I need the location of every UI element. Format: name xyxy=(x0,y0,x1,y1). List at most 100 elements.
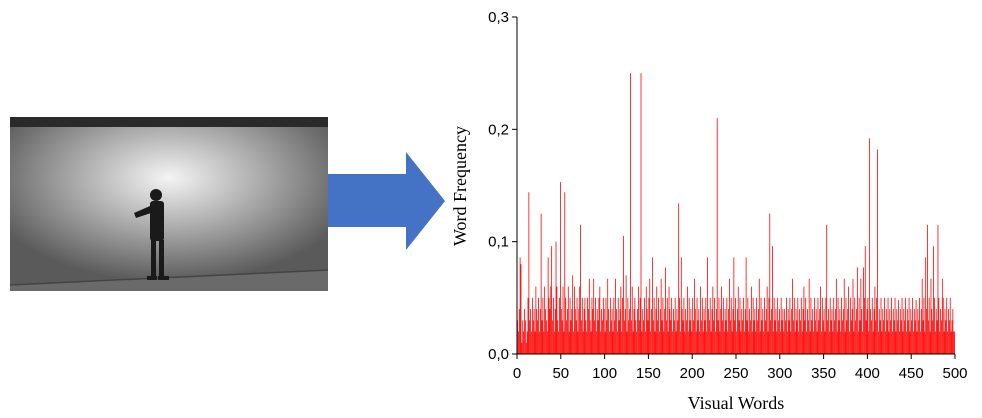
bar xyxy=(925,257,927,354)
bar xyxy=(798,331,800,354)
bar xyxy=(577,331,579,354)
bar xyxy=(828,331,830,354)
bar xyxy=(878,309,880,354)
arrow xyxy=(328,152,445,250)
bar xyxy=(723,331,725,354)
bar xyxy=(671,297,673,354)
bar xyxy=(750,320,751,354)
bar xyxy=(649,278,651,354)
bar xyxy=(861,309,863,354)
bar xyxy=(881,331,883,354)
bar xyxy=(757,320,758,354)
bar xyxy=(913,331,914,354)
bar xyxy=(708,309,709,354)
bar xyxy=(531,297,533,354)
bar xyxy=(680,257,682,354)
bar xyxy=(610,320,612,354)
bar xyxy=(939,331,941,354)
bar xyxy=(779,309,780,354)
bar xyxy=(769,213,771,354)
bar xyxy=(823,309,825,354)
bar xyxy=(817,297,819,354)
bar xyxy=(545,320,547,354)
bar xyxy=(645,286,647,354)
bar xyxy=(953,331,955,354)
bar xyxy=(914,320,916,354)
bar xyxy=(701,320,702,354)
bar xyxy=(786,297,787,354)
bar xyxy=(872,331,874,354)
x-tick-label: 300 xyxy=(767,365,792,382)
bar xyxy=(717,320,719,354)
bar xyxy=(753,320,755,354)
bar xyxy=(927,320,929,354)
bar xyxy=(855,320,857,354)
bar xyxy=(923,297,925,354)
bar xyxy=(687,286,688,354)
bar xyxy=(709,297,711,354)
bar xyxy=(668,286,670,354)
bar xyxy=(528,192,530,354)
bar xyxy=(876,297,878,354)
bar xyxy=(572,275,574,354)
bar xyxy=(743,297,744,354)
bar xyxy=(937,224,939,354)
bar xyxy=(826,224,828,354)
bar xyxy=(882,309,884,354)
bar xyxy=(708,320,710,354)
bar xyxy=(815,309,817,354)
bar xyxy=(721,286,722,354)
bar xyxy=(722,297,724,354)
bar xyxy=(581,320,582,354)
bar xyxy=(672,331,673,354)
bar xyxy=(625,275,627,354)
bar xyxy=(582,331,584,354)
bar xyxy=(785,320,786,354)
bar xyxy=(697,320,699,354)
bar xyxy=(673,309,674,354)
bar xyxy=(589,320,591,354)
bar xyxy=(897,320,899,354)
bar xyxy=(751,331,753,354)
bar xyxy=(800,320,801,354)
bar xyxy=(666,297,668,354)
bar xyxy=(530,309,532,354)
bar xyxy=(776,331,778,354)
bar xyxy=(824,331,826,354)
bar xyxy=(529,320,531,354)
bar xyxy=(706,331,708,354)
bar xyxy=(891,297,892,354)
bar xyxy=(595,331,597,354)
bar xyxy=(889,309,891,354)
bar xyxy=(836,331,838,354)
bar xyxy=(907,320,909,354)
bar xyxy=(608,309,609,354)
bar xyxy=(631,286,633,354)
bar xyxy=(551,246,553,354)
bar xyxy=(933,246,934,354)
bar xyxy=(704,320,706,354)
bar xyxy=(849,297,851,354)
bar xyxy=(584,297,586,354)
bar xyxy=(677,320,679,354)
bar xyxy=(767,331,769,354)
bar xyxy=(549,309,551,354)
bar xyxy=(703,309,705,354)
bar xyxy=(590,331,592,354)
bar xyxy=(722,320,723,354)
bar xyxy=(935,309,937,354)
bar xyxy=(715,331,716,354)
bar xyxy=(745,257,747,354)
bar xyxy=(634,297,636,354)
bar xyxy=(912,297,913,354)
bar xyxy=(663,331,665,354)
bar xyxy=(870,309,871,354)
bar xyxy=(832,331,834,354)
bar xyxy=(564,192,566,354)
bar xyxy=(680,331,681,354)
bar xyxy=(825,297,827,354)
bar xyxy=(733,257,735,354)
bar xyxy=(949,297,951,354)
x-tick-label: 100 xyxy=(592,365,617,382)
bar xyxy=(613,297,615,354)
